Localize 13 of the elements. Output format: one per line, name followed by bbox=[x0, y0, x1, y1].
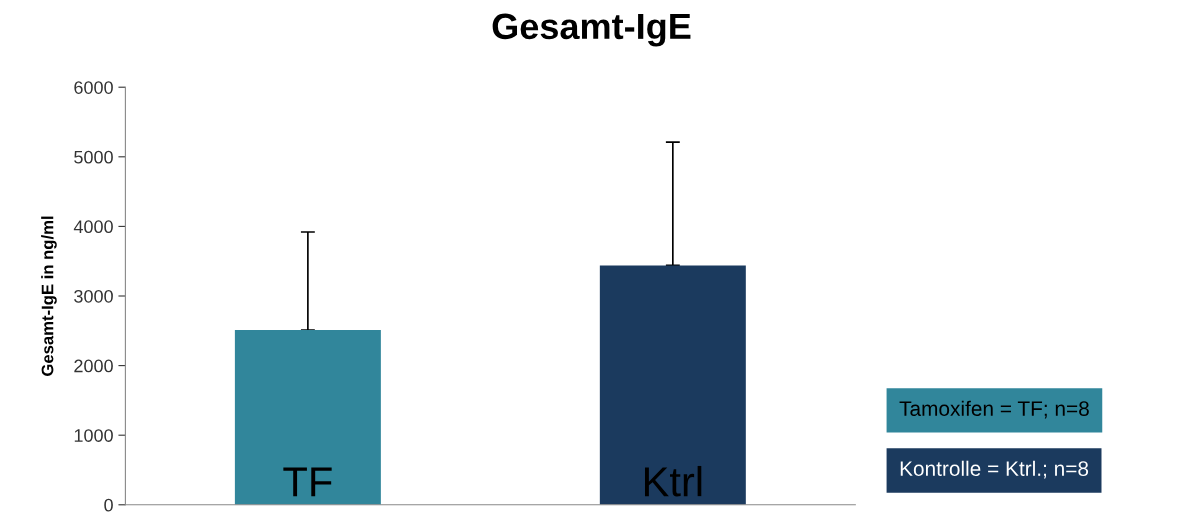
y-tick-label: 6000 bbox=[74, 81, 113, 94]
chart-title: Gesamt-IgE bbox=[492, 13, 691, 47]
y-tick-label: 4000 bbox=[73, 220, 113, 234]
y-tick-label: 1000 bbox=[74, 429, 113, 442]
y-tick-label: 2000 bbox=[74, 359, 113, 373]
y-axis-title: Gesamt-IgE in ng/ml bbox=[41, 216, 57, 376]
y-tick-label: 5000 bbox=[74, 150, 113, 164]
y-tick-label: 3000 bbox=[74, 289, 113, 303]
text: Kontrolle = Ktrl.; n=8 bbox=[900, 460, 1089, 479]
y-tick-label: 0 bbox=[104, 498, 113, 512]
text: Tamoxifen = TF; n=8 bbox=[899, 400, 1089, 419]
x-tick-label: Ktrl bbox=[645, 465, 702, 497]
x-tick-label: TF bbox=[283, 467, 332, 497]
